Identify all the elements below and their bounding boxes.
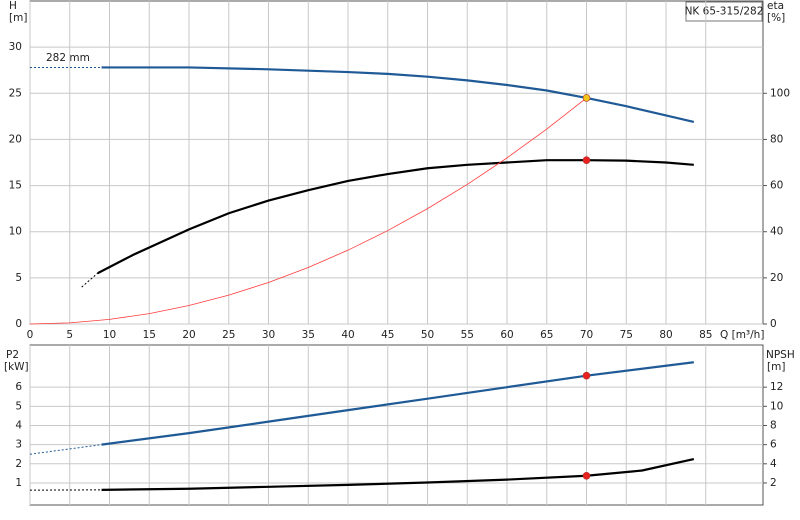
x-tick-label: 5 — [66, 329, 73, 341]
y2-tick-label: 10 — [770, 400, 783, 412]
y-tick-label: 0 — [15, 318, 22, 330]
x-tick-label: 85 — [699, 329, 712, 341]
curve — [29, 444, 102, 455]
x-tick-label: 80 — [659, 329, 672, 341]
x-tick-label: 0 — [27, 329, 34, 341]
y2-tick-label: 6 — [770, 439, 777, 451]
y-tick-label: 3 — [15, 439, 22, 451]
y-tick-label: 4 — [15, 419, 22, 431]
y2-tick-label: 100 — [770, 87, 790, 99]
y-tick-label: 30 — [9, 41, 22, 53]
x-tick-label: 70 — [580, 329, 593, 341]
y-axis-unit: [kW] — [4, 361, 29, 373]
x-tick-label: 20 — [182, 329, 195, 341]
operating-point — [582, 371, 591, 380]
x-tick-label: 65 — [540, 329, 553, 341]
y-tick-label: 1 — [15, 477, 22, 489]
y2-tick-label: 40 — [770, 226, 783, 238]
y2-tick-label: 20 — [770, 272, 783, 284]
operating-point — [582, 471, 591, 480]
y-tick-label: 6 — [15, 381, 22, 393]
y-tick-label: 10 — [9, 226, 22, 238]
x-tick-label: 55 — [461, 329, 474, 341]
y2-tick-label: 0 — [770, 318, 777, 330]
curve — [101, 66, 695, 123]
y2-tick-label: 2 — [770, 477, 777, 489]
x-tick-label: 30 — [262, 329, 275, 341]
y2-tick-label: 4 — [770, 458, 777, 470]
annotation: 282 mm — [46, 52, 90, 64]
y2-tick-label: 12 — [770, 381, 783, 393]
x-tick-label: 15 — [143, 329, 156, 341]
y2-tick-label: 60 — [770, 180, 783, 192]
operating-point — [582, 156, 591, 164]
y2-axis-label: NPSH — [766, 349, 795, 361]
y-axis-unit: [m] — [9, 12, 27, 24]
y2-tick-label: 80 — [770, 133, 783, 145]
x-tick-label: 45 — [381, 329, 394, 341]
x-tick-label: 40 — [341, 329, 354, 341]
y-axis-label: H — [9, 0, 17, 12]
x-axis-label: Q [m³/h] — [720, 329, 764, 341]
y-tick-label: 5 — [15, 400, 22, 412]
title-box — [685, 1, 763, 22]
x-tick-label: 75 — [620, 329, 633, 341]
x-tick-label: 60 — [500, 329, 513, 341]
curve — [81, 272, 98, 288]
y-axis-label: P2 — [6, 349, 19, 361]
y2-axis-unit: [%] — [767, 12, 785, 24]
y-tick-label: 25 — [9, 87, 22, 99]
y-tick-label: 5 — [15, 272, 22, 284]
chart-title: NK 65-315/282 — [685, 6, 764, 18]
y2-axis-unit: [m] — [767, 361, 785, 373]
curve — [97, 159, 694, 275]
curve — [101, 361, 694, 446]
y2-tick-label: 8 — [770, 419, 777, 431]
curve — [101, 457, 695, 491]
y-tick-label: 20 — [9, 133, 22, 145]
operating-point — [582, 94, 591, 102]
x-tick-label: 35 — [302, 329, 315, 341]
curve — [29, 97, 587, 325]
y-tick-label: 2 — [15, 458, 22, 470]
x-tick-label: 50 — [421, 329, 434, 341]
y-tick-label: 15 — [9, 180, 22, 192]
y2-axis-label: eta — [767, 0, 784, 12]
x-tick-label: 25 — [222, 329, 235, 341]
x-tick-label: 10 — [103, 329, 116, 341]
